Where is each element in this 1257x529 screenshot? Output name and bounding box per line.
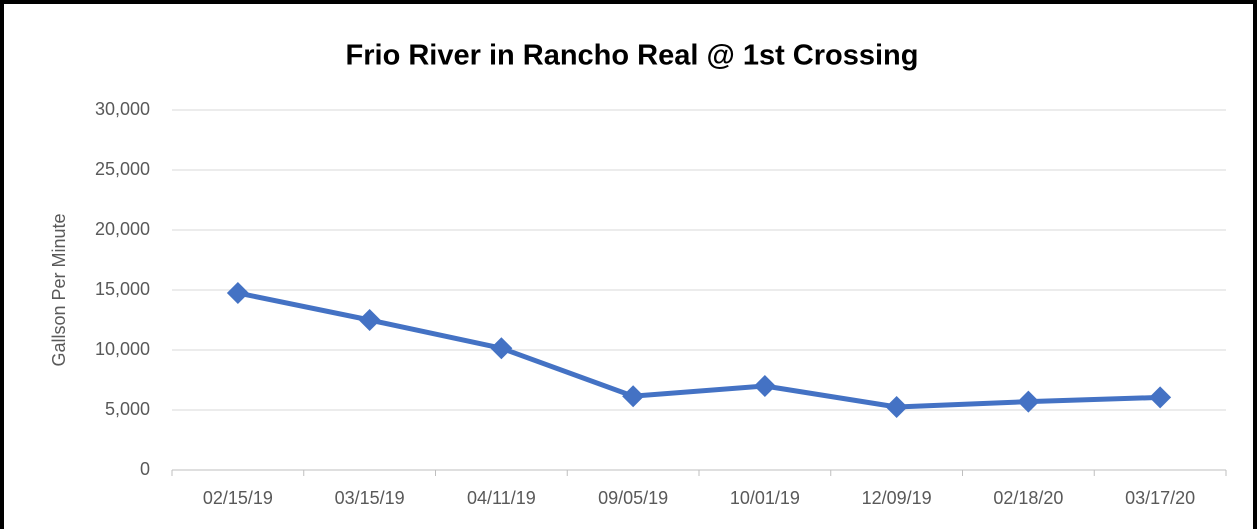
- y-tick-label: 5,000: [105, 399, 150, 419]
- data-marker: [358, 309, 381, 331]
- x-tick-label: 09/05/19: [598, 488, 668, 508]
- data-marker: [226, 282, 249, 304]
- x-tick-label: 03/15/19: [335, 488, 405, 508]
- series-line: [237, 290, 1161, 410]
- data-marker: [1149, 386, 1172, 409]
- y-tick-label: 10,000: [95, 339, 150, 359]
- data-marker: [490, 337, 513, 360]
- y-tick-label: 0: [140, 459, 150, 479]
- chart-title: Frio River in Rancho Real @ 1st Crossing: [346, 40, 919, 72]
- y-tick-label: 30,000: [95, 99, 150, 119]
- x-tick-label: 04/11/19: [467, 488, 536, 508]
- data-marker: [885, 396, 908, 418]
- data-marker: [1017, 390, 1040, 413]
- x-tick-label: 12/09/19: [862, 488, 932, 508]
- x-tick-label: 10/01/19: [730, 488, 800, 508]
- data-marker: [622, 385, 645, 408]
- y-tick-label: 20,000: [95, 219, 150, 239]
- y-tick-label: 15,000: [95, 279, 150, 299]
- data-marker: [753, 375, 776, 397]
- x-tick-label: 02/15/19: [203, 488, 273, 508]
- x-tick-label: 03/17/20: [1125, 488, 1195, 508]
- y-axis-label: Gallson Per Minute: [49, 213, 69, 366]
- x-tick-label: 02/18/20: [993, 488, 1063, 508]
- y-tick-label: 25,000: [95, 159, 150, 179]
